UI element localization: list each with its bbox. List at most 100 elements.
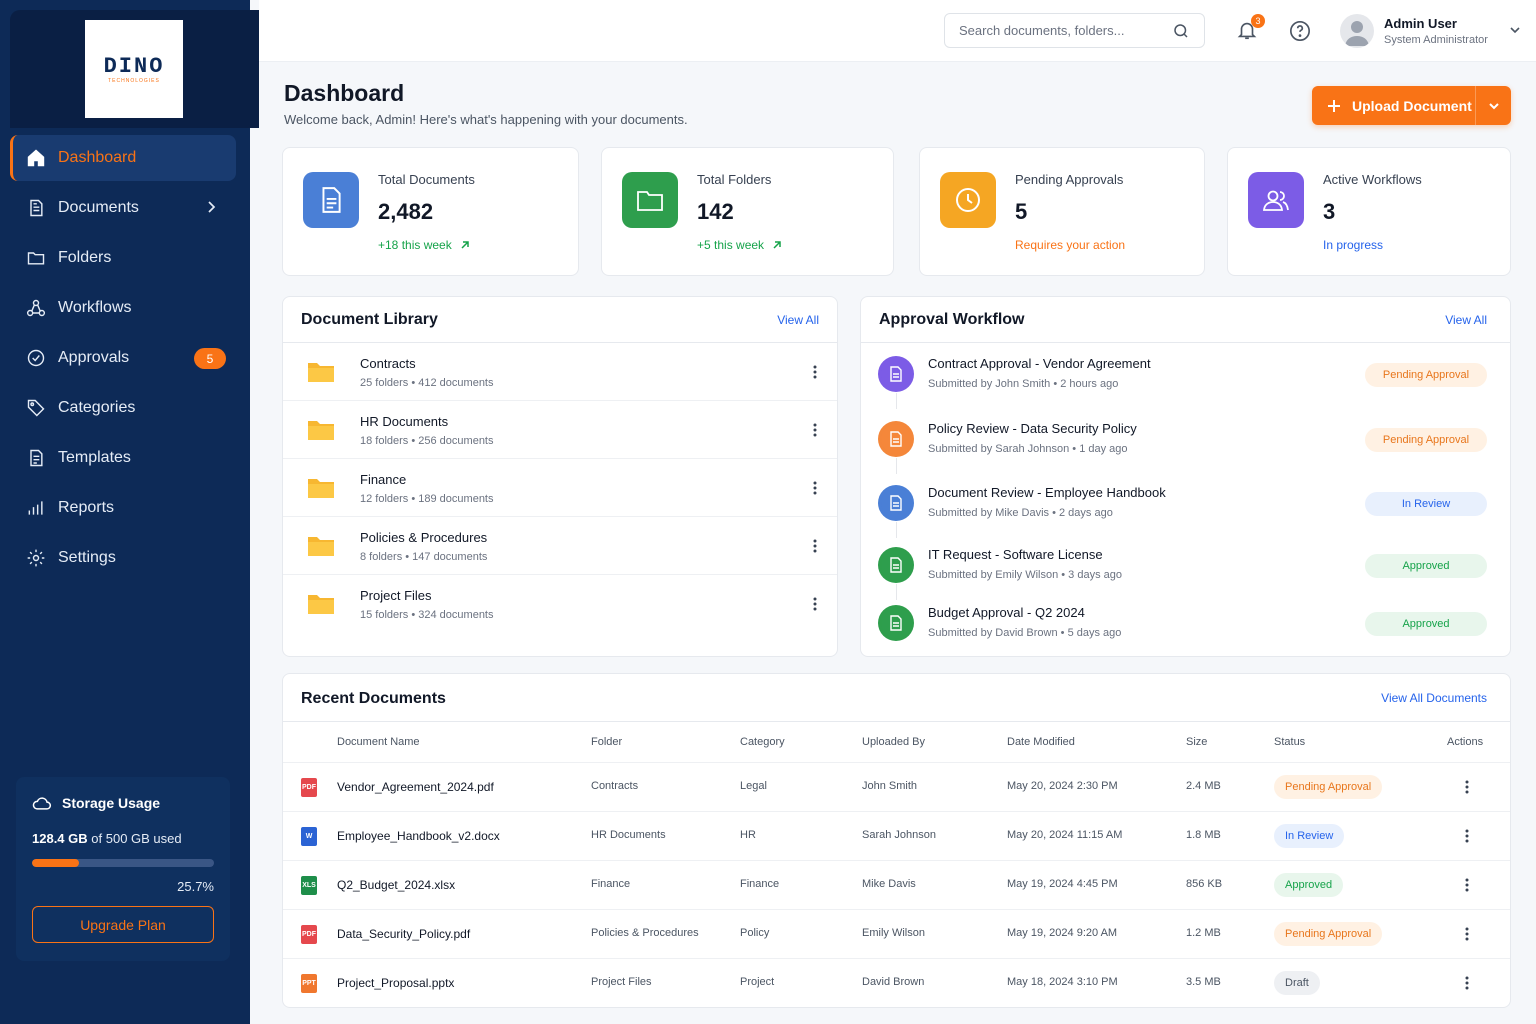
bell-icon[interactable] [1236, 19, 1258, 41]
document-library-panel: Document Library View All Contracts 25 fo… [282, 296, 838, 657]
stat-card-active-workflows[interactable]: Active Workflows 3 In progress [1227, 147, 1511, 276]
cell-name[interactable]: Q2_Budget_2024.xlsx [337, 878, 456, 892]
upgrade-plan-button[interactable]: Upgrade Plan [32, 906, 214, 943]
folder-icon [307, 418, 335, 441]
cell-category: Finance [740, 878, 780, 890]
list-item[interactable]: HR Documents 18 folders • 256 documents [283, 401, 837, 459]
sidebar-item-reports[interactable]: Reports [10, 485, 236, 531]
workflow-item[interactable]: Contract Approval - Vendor Agreement Subm… [861, 343, 1510, 409]
cell-uploaded-by: David Brown [862, 976, 925, 988]
more-options-icon[interactable] [1457, 826, 1477, 846]
user-name[interactable]: Admin User [1384, 16, 1457, 31]
cell-size: 3.5 MB [1186, 976, 1221, 988]
more-options-icon[interactable] [1457, 875, 1477, 895]
folder-name: HR Documents [360, 414, 449, 429]
storage-progress-bar [32, 859, 214, 867]
table-row[interactable]: W Employee_Handbook_v2.docx HR Documents HR… [283, 811, 1510, 860]
search-input[interactable] [959, 23, 1159, 38]
cell-name[interactable]: Project_Proposal.pptx [337, 976, 455, 990]
chevron-down-icon[interactable] [1509, 25, 1521, 35]
more-options-icon[interactable] [805, 420, 825, 440]
more-options-icon[interactable] [1457, 924, 1477, 944]
table-row[interactable]: XLS Q2_Budget_2024.xlsx Finance Finance Mike… [283, 860, 1510, 909]
search-icon[interactable] [1172, 22, 1190, 40]
workflow-item[interactable]: Document Review - Employee Handbook Submi… [861, 472, 1510, 538]
sidebar-item-workflows[interactable]: Workflows [10, 285, 236, 331]
approvals-count-badge: 5 [194, 348, 226, 369]
upload-label: Upload Document [1352, 97, 1472, 114]
cell-category: Project [740, 976, 775, 988]
upload-options-toggle[interactable] [1475, 86, 1511, 125]
library-list: Contracts 25 folders • 412 documents HR Do… [283, 343, 837, 657]
more-options-icon[interactable] [805, 362, 825, 382]
table-row[interactable]: PPT Project_Proposal.pptx Project Files Pro… [283, 958, 1510, 1007]
sidebar-item-approvals[interactable]: Approvals 5 [10, 335, 236, 381]
sidebar-item-templates[interactable]: Templates [10, 435, 236, 481]
stat-card-total-folders[interactable]: Total Folders 142 +5 this week [601, 147, 894, 276]
storage-title-label: Storage Usage [62, 795, 161, 811]
stat-value: 3 [1323, 199, 1336, 224]
sidebar-item-dashboard[interactable]: Dashboard [10, 135, 236, 181]
column-header[interactable]: Category [740, 736, 785, 748]
column-header[interactable]: Date Modified [1007, 736, 1075, 748]
library-view-all-link[interactable]: View All [777, 313, 819, 327]
cell-name[interactable]: Employee_Handbook_v2.docx [337, 829, 500, 843]
column-header[interactable]: Status [1274, 736, 1306, 748]
status-badge: Approved [1365, 612, 1487, 636]
storage-used-amount: 128.4 GB [32, 831, 88, 846]
trend-up-icon [773, 241, 781, 249]
user-avatar-icon [1345, 21, 1369, 46]
stat-value: 2,482 [378, 199, 434, 224]
cell-name[interactable]: Vendor_Agreement_2024.pdf [337, 780, 494, 794]
cell-category: Legal [740, 780, 767, 792]
list-item[interactable]: Project Files 15 folders • 324 documents [283, 575, 837, 633]
cell-size: 2.4 MB [1186, 780, 1221, 792]
brand-logo[interactable]: DINO TECHNOLOGIES [85, 20, 183, 118]
stat-card-total-documents[interactable]: Total Documents 2,482 +18 this week [282, 147, 579, 276]
list-item[interactable]: Finance 12 folders • 189 documents [283, 459, 837, 517]
stat-value: 5 [1015, 199, 1028, 224]
more-options-icon[interactable] [1457, 777, 1477, 797]
more-options-icon[interactable] [805, 536, 825, 556]
workflow-item[interactable]: IT Request - Software License Submitted b… [861, 534, 1510, 600]
storage-title: Storage Usage [32, 795, 214, 811]
list-item[interactable]: Contracts 25 folders • 412 documents [283, 343, 837, 401]
sidebar-item-folders[interactable]: Folders [10, 235, 236, 281]
table-row[interactable]: PDF Data_Security_Policy.pdf Policies & Pr… [283, 909, 1510, 958]
help-icon[interactable] [1289, 20, 1311, 42]
more-options-icon[interactable] [805, 478, 825, 498]
workflow-item[interactable]: Policy Review - Data Security Policy Subm… [861, 408, 1510, 474]
table-row[interactable]: PDF Vendor_Agreement_2024.pdf Contracts Leg… [283, 762, 1510, 811]
column-header[interactable]: Document Name [337, 736, 420, 748]
file-type-icon: W [301, 827, 317, 846]
cell-name[interactable]: Data_Security_Policy.pdf [337, 927, 471, 941]
document-icon [878, 421, 914, 457]
view-all-documents-link[interactable]: View All Documents [1381, 691, 1487, 705]
column-header[interactable]: Size [1186, 736, 1208, 748]
status-badge: In Review [1365, 492, 1487, 516]
folder-meta: 18 folders • 256 documents [360, 435, 494, 447]
stat-card-pending-approvals[interactable]: Pending Approvals 5 Requires your action [919, 147, 1205, 276]
sidebar-item-categories[interactable]: Categories [10, 385, 236, 431]
list-item[interactable]: Policies & Procedures 8 folders • 147 doc… [283, 517, 837, 575]
stat-label: Active Workflows [1323, 172, 1422, 187]
upload-document-button[interactable]: Upload Document [1312, 86, 1511, 125]
cell-date: May 19, 2024 9:20 AM [1007, 927, 1118, 939]
upload-main[interactable]: Upload Document [1312, 86, 1475, 125]
user-role: System Administrator [1384, 34, 1488, 46]
sidebar-item-settings[interactable]: Settings [10, 535, 236, 581]
avatar[interactable] [1340, 14, 1374, 48]
column-header[interactable]: Uploaded By [862, 736, 925, 748]
column-header[interactable]: Folder [591, 736, 623, 748]
divider [283, 342, 837, 343]
sidebar-item-documents[interactable]: Documents [10, 185, 236, 231]
more-options-icon[interactable] [1457, 973, 1477, 993]
more-options-icon[interactable] [805, 594, 825, 614]
stat-label: Total Documents [378, 172, 475, 187]
document-icon [878, 605, 914, 641]
cell-size: 1.8 MB [1186, 829, 1221, 841]
column-header[interactable]: Actions [1447, 736, 1484, 748]
workflow-item[interactable]: Budget Approval - Q2 2024 Submitted by Da… [861, 592, 1510, 654]
search-box[interactable] [944, 13, 1205, 48]
workflow-view-all-link[interactable]: View All [1445, 313, 1487, 327]
